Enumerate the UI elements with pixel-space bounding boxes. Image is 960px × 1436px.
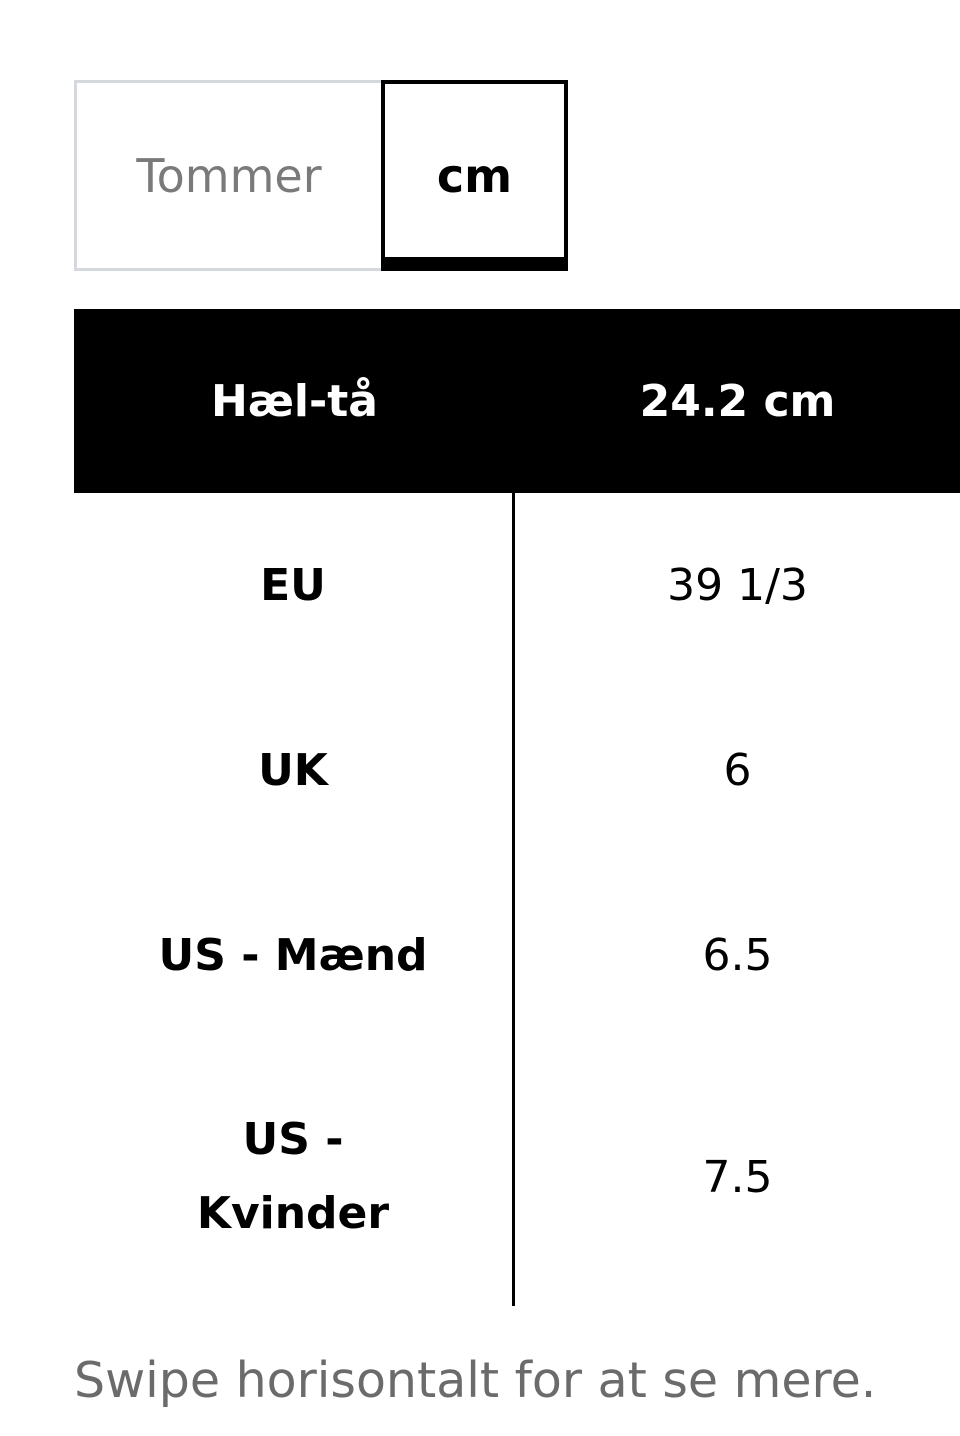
table-header: Hæl-tå 24.2 cm [74,309,960,493]
table-row: US - Mænd 6.5 [74,863,960,1048]
swipe-hint: Swipe horisontalt for at se mere. [74,1352,877,1409]
header-label: Hæl-tå [211,375,378,427]
unit-option-cm[interactable]: cm [381,80,568,271]
header-value: 24.2 cm [639,375,836,427]
size-table: Hæl-tå 24.2 cm EU 39 1/3 UK 6 US - Mænd … [74,309,960,1306]
row-label: EU [74,493,515,678]
row-label: US - Mænd [74,863,515,1048]
row-label: US - Kvinder [74,1048,515,1306]
row-value: 39 1/3 [667,560,808,611]
row-value: 6 [723,745,752,796]
table-row: UK 6 [74,678,960,863]
table-row: US - Kvinder 7.5 [74,1048,960,1306]
table-row: EU 39 1/3 [74,493,960,678]
row-value: 7.5 [702,1151,773,1203]
row-label: UK [74,678,515,863]
unit-toggle: Tommer cm [74,80,568,271]
unit-option-inches[interactable]: Tommer [74,80,381,271]
row-value: 6.5 [702,930,773,981]
